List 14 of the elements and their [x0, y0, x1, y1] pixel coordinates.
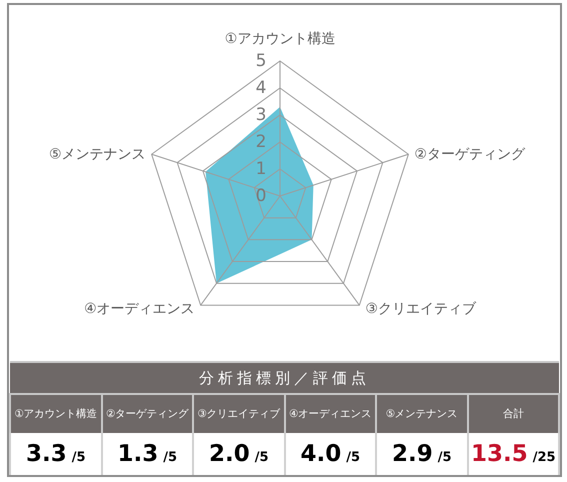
annotation: 4.0 [300, 441, 342, 467]
annotation: /25 [532, 450, 556, 465]
annotation: /5 [163, 450, 178, 465]
annotation: 1.3 [117, 441, 158, 467]
annotation: /5 [72, 450, 86, 465]
annotation: 2.0 [208, 441, 250, 467]
annotation: 分析指標別／評価点 [199, 368, 370, 386]
annotation: 13.5 [470, 441, 528, 467]
annotation: 合計 [502, 408, 524, 420]
annotation: /5 [346, 450, 360, 465]
annotation: /5 [254, 450, 269, 465]
annotation: 2.9 [392, 441, 433, 467]
annotation: /5 [438, 450, 452, 465]
annotation: 3.3 [26, 441, 67, 467]
